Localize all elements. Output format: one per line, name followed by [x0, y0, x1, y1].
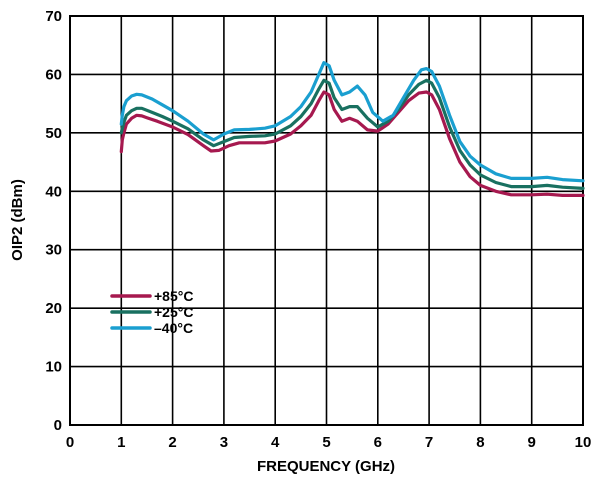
y-tick-label: 60	[45, 66, 62, 83]
series-line-2	[119, 61, 585, 183]
y-tick-labels: 0 10 20 30 40 50 60 70	[45, 8, 62, 434]
y-tick-label: 0	[54, 417, 62, 434]
x-tick-label: 9	[528, 434, 536, 451]
series-line-1	[119, 78, 585, 190]
series-layer	[119, 61, 585, 197]
grid-lines	[69, 15, 584, 426]
legend: +85°C+25°C–40°C	[110, 288, 193, 336]
y-tick-label: 50	[45, 125, 62, 142]
plot-border	[69, 15, 584, 426]
x-tick-labels: 0 1 2 3 4 5 6 7 8 9 10	[66, 434, 592, 451]
x-tick-label: 3	[220, 434, 228, 451]
x-tick-label: 6	[374, 434, 382, 451]
x-tick-label: 2	[168, 434, 176, 451]
x-tick-label: 10	[575, 434, 592, 451]
x-tick-label: 1	[117, 434, 125, 451]
y-tick-label: 70	[45, 8, 62, 25]
legend-label-0: +85°C	[154, 288, 193, 304]
y-tick-label: 10	[45, 359, 62, 376]
x-tick-label: 4	[271, 434, 280, 451]
y-tick-label: 40	[45, 183, 62, 200]
y-tick-label: 20	[45, 300, 62, 317]
x-axis-label: FREQUENCY (GHz)	[257, 458, 395, 475]
x-tick-label: 7	[425, 434, 433, 451]
legend-label-2: –40°C	[154, 320, 193, 336]
y-tick-label: 30	[45, 242, 62, 259]
plot-frame	[69, 15, 584, 426]
x-tick-label: 8	[476, 434, 484, 451]
x-tick-label: 5	[322, 434, 330, 451]
x-tick-label: 0	[66, 434, 74, 451]
series-line-0	[119, 90, 585, 197]
legend-label-1: +25°C	[154, 304, 193, 320]
y-axis-label: OIP2 (dBm)	[9, 179, 26, 261]
